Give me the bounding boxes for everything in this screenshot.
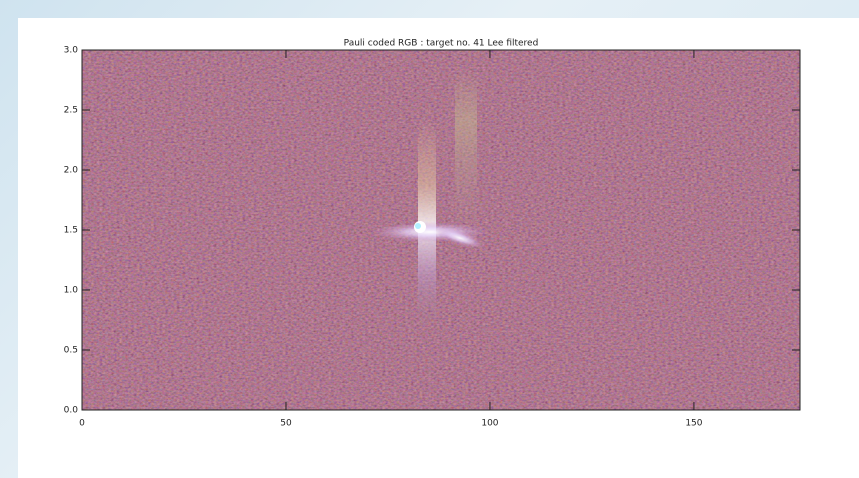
page: {"chart_data": {"type": "image", "title"… [0,0,859,478]
x-tick-label: 100 [481,419,498,429]
y-tick-label: 0.0 [64,406,79,416]
chart: Pauli coded RGB : target no. 41 Lee filt… [0,0,859,478]
y-tick-label: 2.5 [64,106,78,116]
y-tick-label: 0.5 [64,346,78,356]
x-tick-label: 50 [280,419,292,429]
chart-title: Pauli coded RGB : target no. 41 Lee filt… [344,39,539,49]
y-tick-label: 1.0 [64,286,79,296]
x-tick-label: 150 [685,419,702,429]
y-tick-label: 3.0 [64,46,79,56]
y-tick-label: 1.5 [64,226,78,236]
image [82,50,800,410]
y-tick-label: 2.0 [64,166,79,176]
x-tick-label: 0 [79,419,85,429]
